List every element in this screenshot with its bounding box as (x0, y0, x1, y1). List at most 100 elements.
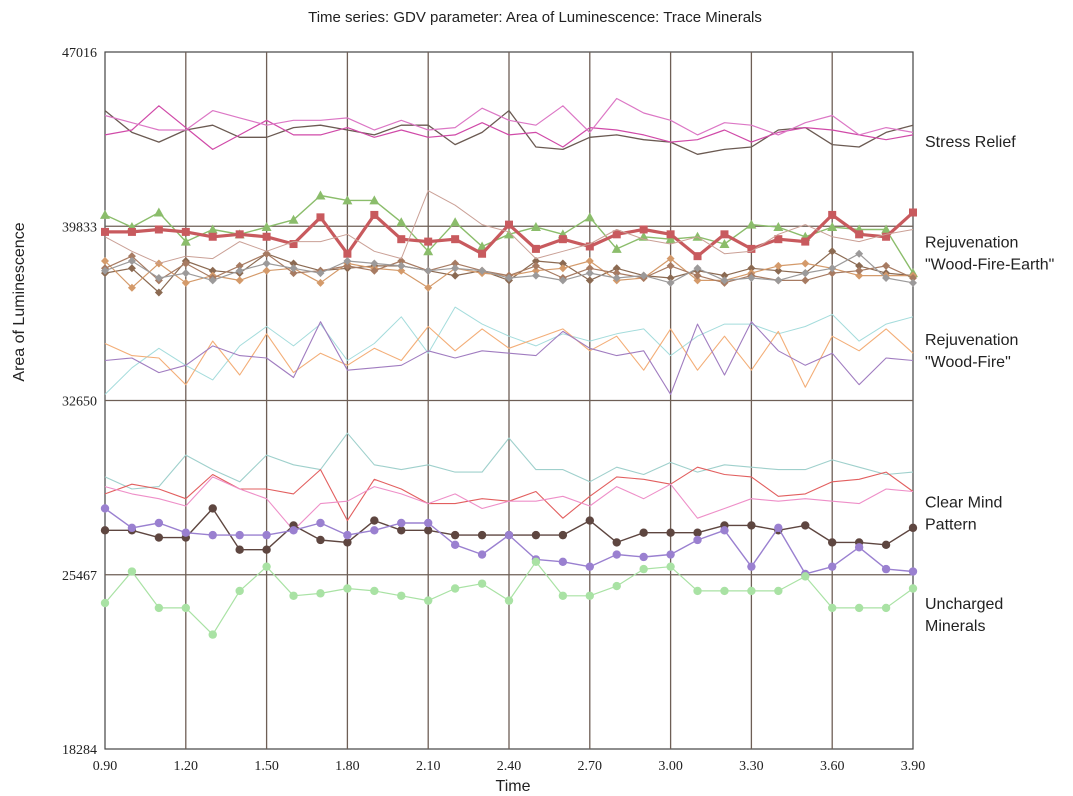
data-point (370, 516, 379, 525)
series-line (104, 190, 914, 264)
data-point (720, 230, 729, 239)
data-point (180, 236, 191, 246)
group-label: Clear Mind Pattern (925, 494, 1002, 533)
data-point (666, 278, 675, 287)
group-label-line: Rejuvenation (925, 235, 1018, 252)
data-point (801, 572, 810, 581)
data-point (208, 530, 217, 540)
data-point (451, 235, 460, 244)
data-point (101, 266, 109, 275)
data-point (746, 219, 757, 229)
series-10 (104, 306, 914, 395)
data-point (343, 538, 352, 547)
data-point (343, 530, 352, 540)
data-point (720, 586, 729, 596)
data-point (208, 504, 217, 513)
data-point (504, 229, 514, 239)
series-line (104, 432, 914, 490)
data-point (747, 562, 756, 571)
data-point (424, 237, 433, 246)
data-point (181, 269, 190, 278)
data-point (531, 530, 541, 540)
data-point (207, 224, 218, 234)
data-point (531, 257, 540, 266)
data-point (612, 264, 621, 273)
data-point (289, 591, 298, 600)
data-point (101, 227, 109, 236)
data-point (585, 562, 594, 571)
data-point (261, 222, 272, 232)
data-point (747, 264, 756, 273)
series-line (104, 325, 914, 388)
data-point (639, 552, 648, 562)
data-point (882, 261, 891, 270)
data-point (316, 589, 325, 598)
y-tick-label: 18284 (62, 743, 97, 758)
data-point (477, 579, 487, 588)
y-tick-label: 32650 (62, 395, 97, 410)
data-point (397, 591, 406, 600)
data-point (101, 257, 109, 266)
data-point (127, 283, 136, 292)
data-point (908, 584, 918, 593)
data-point (666, 528, 675, 537)
data-point (397, 266, 406, 275)
data-point (639, 564, 648, 574)
data-point (747, 586, 756, 596)
data-point (235, 276, 244, 285)
data-point (100, 209, 110, 219)
data-point (719, 239, 730, 249)
data-point (262, 562, 271, 571)
data-point (208, 232, 217, 241)
data-point (531, 557, 541, 567)
data-point (316, 518, 325, 528)
x-tick-label: 1.80 (335, 759, 360, 774)
data-point (666, 254, 675, 263)
data-point (828, 562, 837, 571)
data-point (343, 257, 352, 266)
series-line (104, 306, 914, 395)
data-point (558, 557, 568, 567)
data-point (693, 276, 702, 285)
group-label-line: Uncharged (925, 596, 1003, 613)
data-point (693, 586, 702, 596)
series-17 (100, 504, 918, 579)
data-point (478, 249, 487, 258)
data-point (450, 584, 460, 593)
data-point (585, 591, 594, 600)
data-point (720, 526, 729, 535)
data-point (450, 217, 461, 227)
data-point (505, 273, 513, 282)
data-point (855, 249, 864, 258)
data-point (424, 283, 433, 292)
data-point (882, 232, 891, 241)
data-point (100, 598, 110, 608)
data-point (558, 276, 567, 285)
data-point (774, 235, 783, 244)
data-point (316, 213, 325, 222)
x-tick-label: 3.90 (901, 759, 926, 774)
series-line (104, 476, 914, 531)
data-point (666, 550, 675, 559)
group-label: Rejuvenation "Wood-Fire-Earth" (925, 235, 1054, 274)
data-point (612, 230, 621, 239)
data-point (585, 257, 594, 266)
data-point (397, 257, 406, 266)
group-label: Rejuvenation "Wood-Fire" (925, 332, 1018, 371)
data-point (585, 242, 594, 251)
data-point (154, 273, 163, 282)
data-point (127, 257, 136, 266)
data-point (666, 273, 675, 282)
data-point (855, 266, 864, 275)
data-point (774, 586, 783, 596)
data-point (531, 271, 540, 280)
data-point (585, 264, 594, 273)
data-point (181, 227, 190, 236)
data-point (235, 261, 244, 270)
data-point (208, 630, 217, 639)
data-point (154, 603, 164, 613)
data-point (827, 222, 838, 232)
data-point (530, 222, 541, 232)
series-15 (104, 476, 914, 531)
